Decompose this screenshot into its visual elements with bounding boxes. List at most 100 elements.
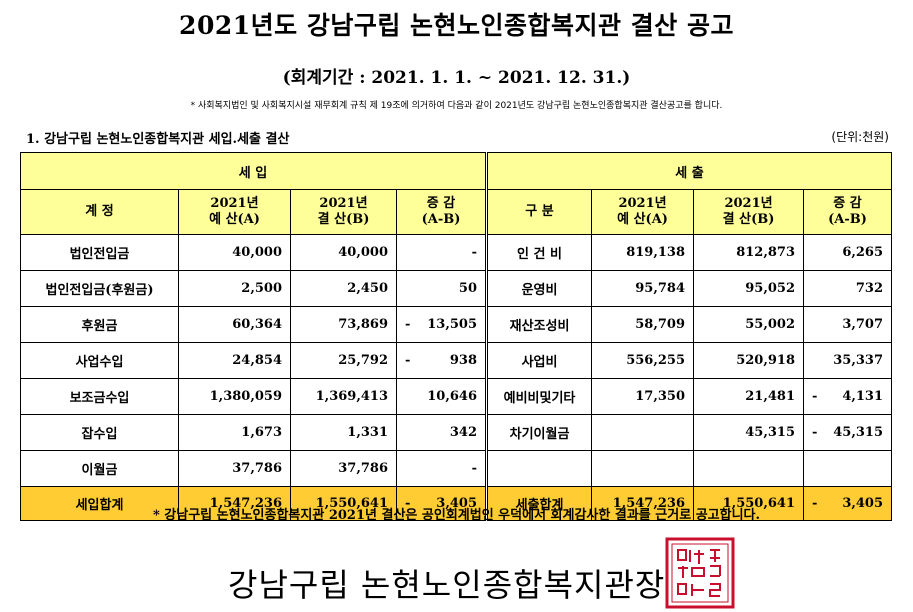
table-row: 이월금 37,786 37,786- xyxy=(20,450,893,487)
income-account: 법인전입금(후원금) xyxy=(20,270,179,307)
sign: - xyxy=(812,425,818,440)
sign: - xyxy=(812,496,818,511)
diff-value: 4,131 xyxy=(842,389,884,404)
diff-value: 3,405 xyxy=(842,496,884,511)
sign: - xyxy=(405,317,411,332)
expense-budget xyxy=(591,450,695,487)
expense-budget: 819,138 xyxy=(591,234,695,271)
income-settlement: 37,786 xyxy=(290,450,397,487)
sign: - xyxy=(405,353,411,368)
unit-label: (단위:천원) xyxy=(831,130,889,144)
income-difference: - xyxy=(395,450,489,487)
income-difference: - xyxy=(395,234,489,271)
expense-diff-header: 증 감 (A-B) xyxy=(803,189,893,235)
expense-category: 운영비 xyxy=(486,270,593,307)
income-settlement: 40,000 xyxy=(290,234,397,271)
income-settlement: 2,450 xyxy=(290,270,397,307)
diff-value: - xyxy=(471,245,478,260)
expense-difference xyxy=(803,450,893,487)
expense-budget: 95,784 xyxy=(591,270,695,307)
income-account: 사업수입 xyxy=(20,342,179,379)
table-row: 법인전입금 40,000 40,000- 인 건 비 819,138 812,873 6,2… xyxy=(20,234,893,271)
income-difference: 10,646 xyxy=(395,378,489,415)
diff-value: 3,405 xyxy=(436,496,478,511)
table-row: 법인전입금(후원금) 2,500 2,450 50 운영비 95,784 95,052 732 xyxy=(20,270,893,307)
expense-settlement xyxy=(693,450,805,487)
income-budget: 40,000 xyxy=(178,234,291,271)
income-budget: 2,500 xyxy=(178,270,291,307)
income-difference: 50 xyxy=(395,270,489,307)
diff-value: 10,646 xyxy=(427,389,478,404)
expense-category: 차기이월금 xyxy=(486,414,593,451)
income-budget: 1,673 xyxy=(178,414,291,451)
footnote: * 강남구립 논현노인종합복지관 2021년 결산은 공인회계법인 우덕에서 회… xyxy=(152,508,761,523)
diff-value: 342 xyxy=(449,425,478,440)
income-account: 잡수입 xyxy=(20,414,179,451)
diff-value: 45,315 xyxy=(833,425,884,440)
income-difference: 3,405 - xyxy=(395,486,489,521)
expense-settlement: 812,873 xyxy=(693,234,805,271)
expense-category xyxy=(486,450,593,487)
diff-value: 13,505 xyxy=(427,317,478,332)
expense-category: 재산조성비 xyxy=(486,306,593,343)
income-settlement: 1,550,641 xyxy=(290,486,397,521)
expense-budget: 1,547,236 xyxy=(591,486,695,521)
expense-budget xyxy=(591,414,695,451)
page-title: 2021년도 강남구립 논현노인종합복지관 결산 공고 xyxy=(179,11,734,40)
table-row: 후원금 60,364 73,869 13,505 - 재산조성비 58,709 55,002 3… xyxy=(20,306,893,343)
income-difference: 13,505 - xyxy=(395,306,489,343)
total-row: 세입합계 1,547,236 1,550,641 3,405- 세출합계 1,547,23… xyxy=(20,486,893,521)
income-account: 보조금수입 xyxy=(20,378,179,415)
income-settlement: 1,331 xyxy=(290,414,397,451)
diff-value: - xyxy=(471,461,478,476)
table-row: 사업수입 24,854 25,792 938 - 사업비 556,255 520,918 35,… xyxy=(20,342,893,379)
diff-value: 35,337 xyxy=(833,353,884,368)
expense-difference: 6,265 xyxy=(803,234,893,271)
expense-category: 인 건 비 xyxy=(486,234,593,271)
income-settlement: 73,869 xyxy=(290,306,397,343)
diff-value: 50 xyxy=(458,281,478,296)
expense-budget: 556,255 xyxy=(591,342,695,379)
table-row: 잡수입 1,673 1,331 342 차기이월금 45,315 45,315- xyxy=(20,414,893,451)
expense-category: 세출합계 xyxy=(486,486,593,521)
diff-value: 6,265 xyxy=(842,245,884,260)
diff-value: 3,707 xyxy=(842,317,884,332)
income-settle-header: 2021년 결 산(B) xyxy=(290,189,397,235)
income-budget: 1,380,059 xyxy=(178,378,291,415)
income-settlement: 25,792 xyxy=(290,342,397,379)
account-header: 계 정 xyxy=(20,189,179,235)
expense-budget: 17,350 xyxy=(591,378,695,415)
expense-difference: 35,337 xyxy=(803,342,893,379)
section-title: 1. 강남구립 논현노인종합복지관 세입.세출 결산 xyxy=(26,132,290,147)
income-budget: 37,786 xyxy=(178,450,291,487)
fiscal-period: (회계기간 : 2021. 1. 1. ~ 2021. 12. 31.) xyxy=(282,68,631,88)
income-budget: 60,364 xyxy=(178,306,291,343)
expense-category: 예비비및기타 xyxy=(486,378,593,415)
expense-settlement: 21,481 xyxy=(693,378,805,415)
income-difference: 938 - xyxy=(395,342,489,379)
header-row-1: 세 입 세 출 xyxy=(19,152,893,190)
legal-note: * 사회복지법인 및 사회복지시설 재무회계 규칙 제 19조에 의거하여 다음… xyxy=(190,101,723,111)
income-settlement: 1,369,413 xyxy=(290,378,397,415)
sign: - xyxy=(405,496,411,511)
organization-name: 강남구립 논현노인종합복지관장 xyxy=(228,566,666,604)
income-diff-header: 증 감 (A-B) xyxy=(395,189,489,235)
expense-settlement: 95,052 xyxy=(693,270,805,307)
expense-difference: 45,315- xyxy=(803,414,893,451)
income-difference: 342 xyxy=(395,414,489,451)
category-header: 구 분 xyxy=(486,189,593,235)
official-seal-icon xyxy=(665,537,735,609)
expense-difference: 3,405 - xyxy=(803,486,893,521)
expense-header: 세 출 xyxy=(486,152,893,190)
income-budget: 24,854 xyxy=(178,342,291,379)
expense-difference: 732 xyxy=(803,270,893,307)
expense-difference: 4,131 - xyxy=(803,378,893,415)
settlement-table: 세 입 세 출 계 정 2021년 예 산(A) 2021년 결 산(B) 증 감(… xyxy=(19,152,893,521)
income-header: 세 입 xyxy=(19,152,489,190)
income-account: 세입합계 xyxy=(20,486,179,521)
income-budget-header: 2021년 예 산(A) xyxy=(178,189,291,235)
income-account: 법인전입금 xyxy=(20,234,179,271)
diff-value: 938 xyxy=(449,353,478,368)
diff-value: 732 xyxy=(855,281,884,296)
expense-category: 사업비 xyxy=(486,342,593,379)
